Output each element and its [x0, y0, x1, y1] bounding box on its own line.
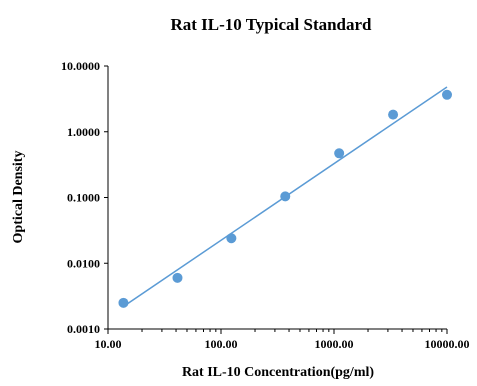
x-axis-label: Rat IL-10 Concentration(pg/ml) — [182, 365, 374, 380]
data-point — [280, 191, 291, 202]
tick-labels: 0.0010 0.0100 0.1000 1.0000 10.0000 10.00 100.… — [61, 59, 470, 351]
data-point — [172, 272, 183, 283]
y-axis-label: Optical Density — [11, 151, 26, 244]
data-point — [388, 109, 399, 120]
y-tick-label: 1.0000 — [67, 125, 100, 139]
x-tick-label: 10000.00 — [425, 337, 470, 351]
data-point — [334, 148, 345, 159]
axes — [107, 66, 447, 330]
y-tick-label: 0.0010 — [67, 322, 100, 336]
x-tick-label: 100.00 — [205, 337, 238, 351]
y-tick-label: 10.0000 — [61, 59, 100, 73]
tick-marks — [104, 65, 448, 334]
y-tick-label: 0.0100 — [67, 256, 100, 270]
data-point — [118, 297, 129, 308]
data-point — [226, 233, 237, 244]
y-tick-label: 0.1000 — [67, 191, 100, 205]
data-point — [442, 89, 452, 100]
chart-title: Rat IL-10 Typical Standard — [170, 15, 372, 34]
x-tick-label: 10.00 — [95, 337, 122, 351]
data-points — [118, 89, 452, 308]
x-tick-label: 1000.00 — [315, 337, 354, 351]
